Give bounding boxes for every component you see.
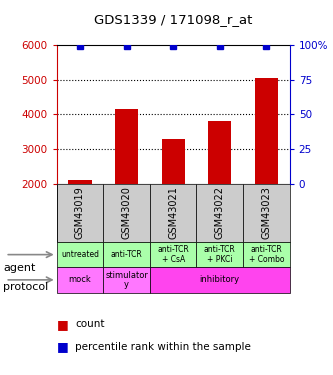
Text: GSM43019: GSM43019	[75, 187, 85, 239]
Text: protocol: protocol	[3, 282, 49, 292]
Text: anti-TCR
+ PKCi: anti-TCR + PKCi	[204, 245, 236, 264]
Bar	[196, 184, 243, 242]
Bar	[103, 267, 150, 292]
Bar	[243, 242, 290, 267]
Bar	[57, 242, 103, 267]
Text: GSM43020: GSM43020	[122, 186, 132, 239]
Text: untreated: untreated	[61, 250, 99, 259]
Text: stimulator
y: stimulator y	[105, 270, 148, 289]
Bar	[243, 184, 290, 242]
Text: inhibitory: inhibitory	[200, 275, 240, 284]
Bar	[150, 267, 290, 292]
Bar	[150, 242, 196, 267]
Text: GDS1339 / 171098_r_at: GDS1339 / 171098_r_at	[94, 13, 252, 26]
Text: percentile rank within the sample: percentile rank within the sample	[75, 342, 251, 352]
Bar	[196, 242, 243, 267]
Text: anti-TCR: anti-TCR	[111, 250, 143, 259]
Bar	[115, 109, 138, 184]
Text: GSM43021: GSM43021	[168, 186, 178, 239]
Text: count: count	[75, 320, 105, 329]
Bar	[68, 180, 92, 184]
Bar	[208, 122, 231, 184]
Text: anti-TCR
+ Combo: anti-TCR + Combo	[249, 245, 284, 264]
Text: GSM43023: GSM43023	[261, 186, 271, 239]
Bar	[103, 242, 150, 267]
Text: ■: ■	[57, 318, 68, 331]
Bar	[103, 184, 150, 242]
Text: GSM43022: GSM43022	[215, 186, 225, 240]
Text: mock: mock	[69, 275, 91, 284]
Bar	[162, 139, 185, 184]
Text: anti-TCR
+ CsA: anti-TCR + CsA	[157, 245, 189, 264]
Bar	[255, 78, 278, 184]
Text: ■: ■	[57, 340, 68, 353]
Bar	[57, 184, 103, 242]
Bar	[57, 267, 103, 292]
Bar	[150, 184, 196, 242]
Text: agent: agent	[3, 263, 36, 273]
